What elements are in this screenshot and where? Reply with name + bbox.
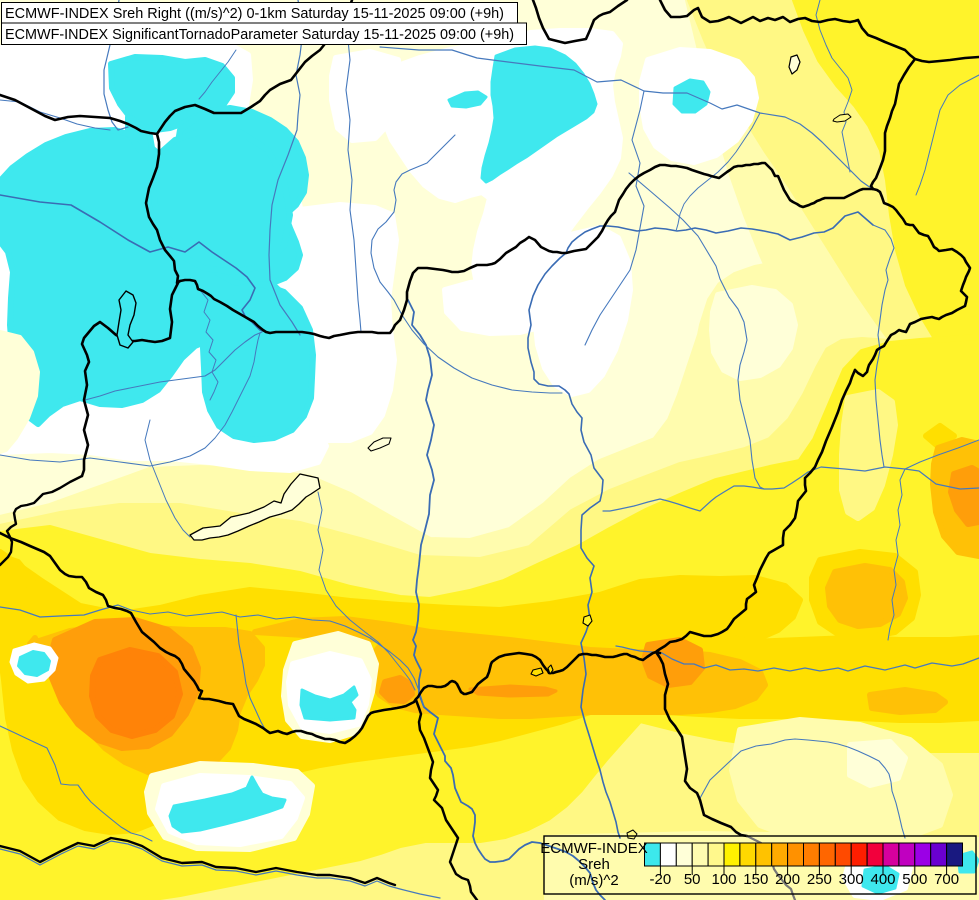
svg-text:ECMWF-INDEX SignificantTornado: ECMWF-INDEX SignificantTornadoParameter … <box>5 26 514 43</box>
svg-text:200: 200 <box>775 871 800 888</box>
svg-text:-20: -20 <box>650 871 672 888</box>
svg-text:ECMWF-INDEX Sreh Right ((m/s)^: ECMWF-INDEX Sreh Right ((m/s)^2) 0-1km S… <box>5 5 504 22</box>
svg-text:700: 700 <box>934 871 959 888</box>
svg-text:500: 500 <box>902 871 927 888</box>
svg-text:50: 50 <box>684 871 701 888</box>
svg-text:100: 100 <box>711 871 736 888</box>
svg-text:Sreh: Sreh <box>578 856 610 873</box>
svg-text:400: 400 <box>870 871 895 888</box>
svg-text:150: 150 <box>743 871 768 888</box>
svg-text:250: 250 <box>807 871 832 888</box>
svg-text:ECMWF-INDEX: ECMWF-INDEX <box>540 840 648 857</box>
svg-text:(m/s)^2: (m/s)^2 <box>569 872 619 889</box>
svg-text:300: 300 <box>839 871 864 888</box>
